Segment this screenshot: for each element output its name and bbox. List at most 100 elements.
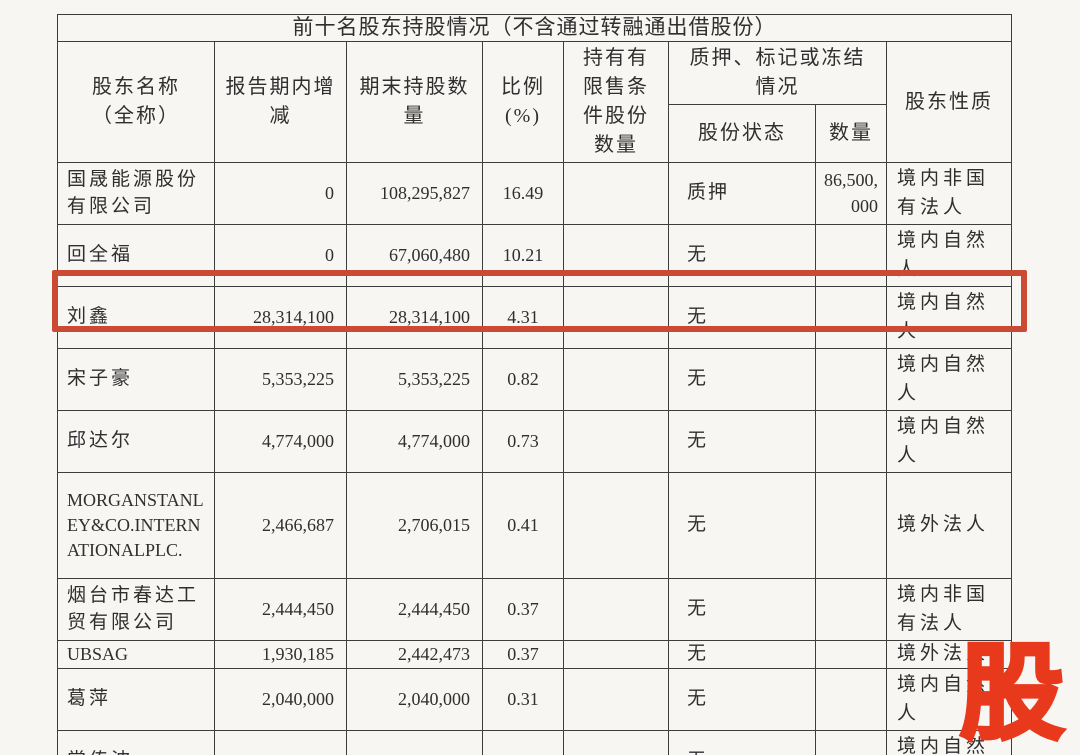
header-row-2: 股份状态 数量	[58, 104, 1012, 163]
col-header-shareholder-name: 股东名称 （全称）	[57, 41, 215, 163]
cell-ratio: 0.31	[482, 668, 564, 731]
cell-pledge-status: 无	[668, 348, 816, 411]
table-title: 前十名股东持股情况（不含通过转融通出借股份）	[57, 14, 1012, 42]
cell-period-change: 1,930,185	[214, 640, 347, 669]
cell-shareholder-name: 宋子豪	[57, 348, 215, 411]
cell-end-shares: 4,774,000	[346, 410, 483, 473]
cell-shareholder-name: 回全福	[57, 224, 215, 287]
cell-restricted	[563, 348, 669, 411]
cell-restricted	[563, 640, 669, 669]
cell-restricted	[563, 286, 669, 349]
cell-pledge-status: 无	[668, 410, 816, 473]
cell-pledge-qty	[815, 410, 887, 473]
table-row: 常传波 0 1,843,100 0.28 1,843,100 无 境内自然人	[57, 730, 1012, 755]
cell-pledge-status: 无	[668, 668, 816, 731]
cell-nature: 境内自然人	[886, 348, 1012, 411]
table-row: 回全福 0 67,060,480 10.21 无 境内自然人	[57, 224, 1012, 287]
header-row-1: 股东名称 （全称） 报告期内增 减 期末持股数 量 比例 (%) 持有有 限售条…	[57, 41, 1012, 163]
col-header-ratio: 比例 (%)	[482, 41, 564, 163]
cell-pledge-qty	[815, 224, 887, 287]
cell-nature: 境内自然人	[886, 668, 1012, 731]
table-row: 葛萍 2,040,000 2,040,000 0.31 无 境内自然人	[57, 668, 1012, 731]
cell-restricted	[563, 224, 669, 287]
cell-nature: 境外法人	[886, 472, 1012, 579]
table-row: 烟台市春达工贸有限公司 2,444,450 2,444,450 0.37 无 境…	[57, 578, 1012, 641]
col-header-pledge-group: 质押、标记或冻结 情况	[668, 41, 887, 105]
col-header-pledge-qty: 数量	[815, 104, 887, 163]
table-row-highlighted: 刘鑫 28,314,100 28,314,100 4.31 无 境内自然人	[57, 286, 1012, 349]
cell-period-change: 0	[214, 162, 347, 225]
cell-period-change: 2,444,450	[214, 578, 347, 641]
col-header-restricted-shares: 持有有 限售条 件股份 数量	[563, 41, 669, 163]
cell-end-shares: 2,040,000	[346, 668, 483, 731]
col-header-end-shares: 期末持股数 量	[346, 41, 483, 163]
table-row: UBSAG 1,930,185 2,442,473 0.37 无 境外法人	[57, 640, 1012, 669]
cell-pledge-qty	[815, 472, 887, 579]
cell-pledge-status: 无	[668, 224, 816, 287]
cell-restricted: 1,843,100	[563, 730, 669, 755]
cell-period-change: 0	[214, 224, 347, 287]
cell-end-shares: 1,843,100	[346, 730, 483, 755]
cell-ratio: 0.82	[482, 348, 564, 411]
shareholders-table: 前十名股东持股情况（不含通过转融通出借股份） 股东名称 （全称） 报告期内增 减…	[57, 14, 1012, 755]
cell-restricted	[563, 162, 669, 225]
cell-nature: 境内自然人	[886, 730, 1012, 755]
cell-period-change: 2,466,687	[214, 472, 347, 579]
cell-ratio: 0.41	[482, 472, 564, 579]
table-row: 邱达尔 4,774,000 4,774,000 0.73 无 境内自然人	[57, 410, 1012, 473]
cell-period-change: 4,774,000	[214, 410, 347, 473]
cell-period-change: 0	[214, 730, 347, 755]
cell-pledge-qty	[815, 668, 887, 731]
cell-end-shares: 108,295,827	[346, 162, 483, 225]
cell-end-shares: 2,706,015	[346, 472, 483, 579]
cell-pledge-status: 无	[668, 472, 816, 579]
cell-ratio: 0.28	[482, 730, 564, 755]
cell-period-change: 2,040,000	[214, 668, 347, 731]
cell-end-shares: 67,060,480	[346, 224, 483, 287]
cell-nature: 境内自然人	[886, 224, 1012, 287]
cell-pledge-qty	[815, 348, 887, 411]
cell-pledge-status: 无	[668, 286, 816, 349]
cell-end-shares: 28,314,100	[346, 286, 483, 349]
cell-nature: 境内自然人	[886, 410, 1012, 473]
cell-shareholder-name: 刘鑫	[57, 286, 215, 349]
cell-nature: 境内自然人	[886, 286, 1012, 349]
cell-end-shares: 5,353,225	[346, 348, 483, 411]
cell-pledge-qty	[815, 640, 887, 669]
col-header-pledge-status: 股份状态	[668, 104, 816, 163]
cell-ratio: 10.21	[482, 224, 564, 287]
cell-end-shares: 2,442,473	[346, 640, 483, 669]
cell-ratio: 4.31	[482, 286, 564, 349]
cell-pledge-status: 无	[668, 730, 816, 755]
table-row: MORGANSTANLEY&CO.INTERNATIONALPLC. 2,466…	[57, 472, 1012, 579]
col-header-shareholder-nature: 股东性质	[886, 41, 1012, 163]
table-row: 宋子豪 5,353,225 5,353,225 0.82 无 境内自然人	[57, 348, 1012, 411]
cell-pledge-status: 无	[668, 640, 816, 669]
cell-pledge-qty	[815, 286, 887, 349]
cell-pledge-qty: 86,500,000	[815, 162, 887, 225]
shareholders-table-container: 前十名股东持股情况（不含通过转融通出借股份） 股东名称 （全称） 报告期内增 减…	[57, 14, 1012, 755]
table-title-row: 前十名股东持股情况（不含通过转融通出借股份）	[57, 14, 1012, 42]
cell-nature: 境内非国有法人	[886, 162, 1012, 225]
stock-logo-watermark: 股	[958, 636, 1066, 752]
cell-shareholder-name: 烟台市春达工贸有限公司	[57, 578, 215, 641]
cell-shareholder-name: 葛萍	[57, 668, 215, 731]
cell-period-change: 5,353,225	[214, 348, 347, 411]
cell-restricted	[563, 578, 669, 641]
cell-shareholder-name: 国晟能源股份有限公司	[57, 162, 215, 225]
cell-ratio: 16.49	[482, 162, 564, 225]
cell-ratio: 0.37	[482, 578, 564, 641]
cell-pledge-status: 无	[668, 578, 816, 641]
cell-period-change: 28,314,100	[214, 286, 347, 349]
cell-pledge-qty	[815, 578, 887, 641]
cell-restricted	[563, 668, 669, 731]
cell-ratio: 0.73	[482, 410, 564, 473]
cell-pledge-status: 质押	[668, 162, 816, 225]
cell-shareholder-name: MORGANSTANLEY&CO.INTERNATIONALPLC.	[57, 472, 215, 579]
cell-ratio: 0.37	[482, 640, 564, 669]
table-row: 国晟能源股份有限公司 0 108,295,827 16.49 质押 86,500…	[57, 162, 1012, 225]
cell-shareholder-name: 邱达尔	[57, 410, 215, 473]
cell-pledge-qty	[815, 730, 887, 755]
col-header-period-change: 报告期内增 减	[214, 41, 347, 163]
cell-restricted	[563, 410, 669, 473]
